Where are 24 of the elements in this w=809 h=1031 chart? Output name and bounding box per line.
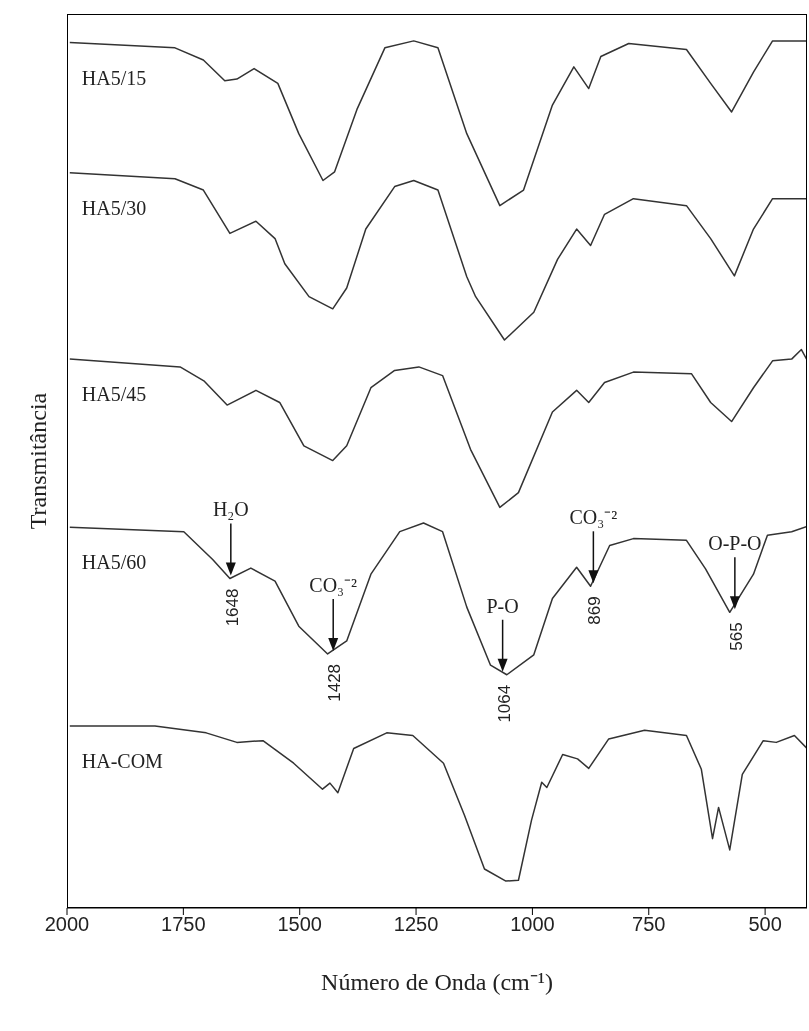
x-tick-label: 1750: [161, 913, 206, 936]
x-tick-label: 500: [748, 913, 782, 936]
annotation: 565: [726, 622, 746, 651]
annotation: 1064: [494, 684, 514, 723]
annotation: CO₃⁻²: [569, 506, 618, 529]
x-tick-label: 1000: [510, 913, 555, 936]
annotation: CO₃⁻²: [309, 573, 358, 596]
y-axis-title: Transmitância: [24, 392, 52, 530]
annotation: P-O: [486, 594, 519, 617]
x-tick-label: 750: [632, 913, 666, 936]
series-label: HA5/45: [81, 383, 147, 406]
annotation: O-P-O: [708, 532, 762, 555]
x-tick-label: 1250: [393, 913, 439, 936]
annotation: H₂O: [212, 498, 249, 521]
x-tick-label: 2000: [44, 913, 90, 936]
series-label: HA5/30: [81, 196, 147, 219]
x-tick-label: 1500: [277, 913, 322, 936]
annotation: 1648: [222, 588, 242, 627]
annotation: 1428: [325, 663, 345, 702]
annotation: 869: [585, 596, 605, 625]
series-label: HA5/15: [81, 66, 147, 89]
series-label: HA-COM: [81, 749, 164, 772]
series-label: HA5/60: [81, 551, 147, 574]
x-axis-title: Número de Onda (cm⁻¹): [321, 969, 553, 995]
